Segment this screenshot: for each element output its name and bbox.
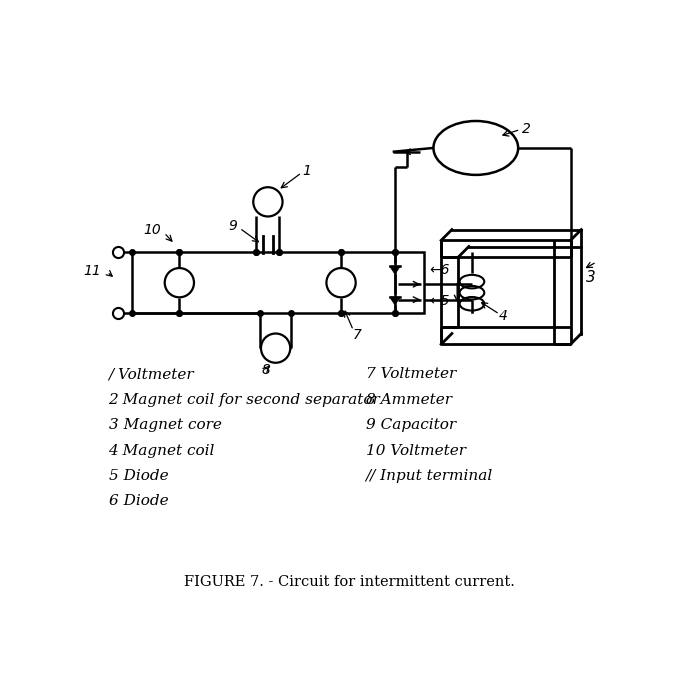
Text: 3: 3 [586, 270, 595, 285]
Polygon shape [389, 297, 400, 305]
Text: 5 Diode: 5 Diode [108, 469, 168, 483]
Text: 9 Capacitor: 9 Capacitor [366, 418, 456, 432]
Text: 9: 9 [229, 219, 238, 234]
Text: 8 Ammeter: 8 Ammeter [366, 393, 451, 407]
Text: 6 Diode: 6 Diode [108, 494, 168, 509]
Text: // Input terminal: // Input terminal [366, 469, 493, 483]
Text: 8: 8 [262, 363, 271, 377]
Polygon shape [389, 266, 400, 274]
Text: ←6: ←6 [429, 264, 449, 277]
Text: 4 Magnet coil: 4 Magnet coil [108, 443, 215, 458]
Text: 3 Magnet core: 3 Magnet core [108, 418, 222, 432]
Text: 1: 1 [303, 164, 312, 178]
Text: 4: 4 [499, 308, 508, 323]
Text: 10: 10 [143, 223, 161, 238]
Text: ←5: ←5 [429, 294, 449, 308]
Text: 2: 2 [522, 122, 531, 136]
Bar [395, 252, 424, 313]
Text: 2 Magnet coil for second separator: 2 Magnet coil for second separator [108, 393, 381, 407]
Text: 11: 11 [83, 264, 101, 278]
Circle shape [165, 268, 194, 298]
Text: 7: 7 [353, 328, 361, 342]
Text: / Voltmeter: / Voltmeter [108, 367, 194, 381]
Circle shape [327, 268, 356, 298]
Circle shape [261, 334, 291, 363]
Text: FIGURE 7. - Circuit for intermittent current.: FIGURE 7. - Circuit for intermittent cur… [184, 575, 515, 589]
Text: 10 Voltmeter: 10 Voltmeter [366, 443, 466, 458]
Circle shape [253, 187, 282, 217]
Text: 7 Voltmeter: 7 Voltmeter [366, 367, 456, 381]
